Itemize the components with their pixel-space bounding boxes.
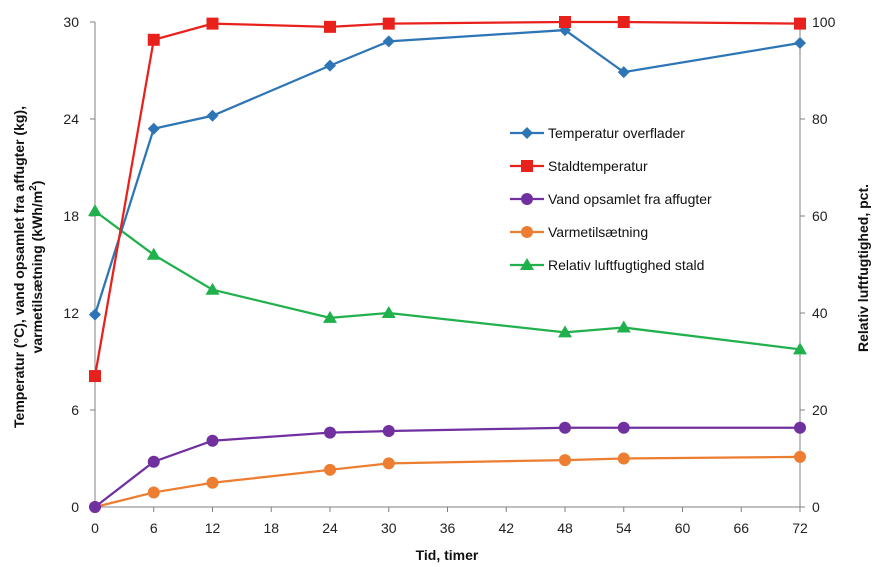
legend-item: Vand opsamlet fra affugter (510, 191, 712, 207)
data-point (206, 434, 219, 447)
x-tick-label: 18 (263, 520, 279, 536)
y-left-title-line1: Temperatur (°C), vand opsamlet fra affug… (11, 106, 27, 428)
data-point (794, 421, 806, 434)
data-point (206, 109, 219, 122)
legend-marker (520, 258, 534, 270)
data-point (324, 426, 336, 439)
x-tick-label: 0 (91, 520, 99, 536)
data-point (616, 320, 631, 333)
x-tick-label: 42 (498, 520, 514, 536)
data-point (323, 310, 337, 323)
x-tick-label: 36 (440, 520, 456, 536)
legend-marker (521, 193, 533, 205)
series-line (93, 28, 801, 315)
y-left-tick-label: 18 (63, 208, 79, 224)
x-axis-title: Tid, timer (416, 547, 479, 563)
data-point (147, 33, 160, 46)
data-point (382, 17, 395, 30)
legend-item: Varmetilsætning (510, 224, 648, 240)
legend: Temperatur overflader Staldtemperatur Vand… (510, 125, 712, 273)
data-point (794, 37, 806, 50)
y-left-title-line2: varmetilsætning (kWh/m2) (28, 181, 45, 354)
data-point (617, 452, 630, 465)
y-left-tick-label: 6 (71, 402, 79, 418)
series-varmetils-tning (89, 450, 806, 513)
svg-text:Relativ luftfugtighed, pct.: Relativ luftfugtighed, pct. (855, 184, 871, 352)
data-point (147, 122, 160, 135)
series-line (93, 20, 801, 377)
data-point (205, 282, 220, 295)
data-point (324, 20, 336, 33)
legend-marker (521, 127, 533, 139)
data-point (89, 501, 101, 513)
data-point (617, 66, 630, 79)
series-staldtemperatur (89, 16, 806, 383)
x-tick-label: 30 (381, 520, 397, 536)
x-tick-label: 48 (557, 520, 573, 536)
x-tick-label: 66 (733, 520, 749, 536)
data-point (147, 455, 160, 468)
legend-item: Relativ luftfugtighed stald (510, 257, 704, 273)
y-right-tick-label: 20 (812, 402, 828, 418)
y-right-axis-title: Relativ luftfugtighed, pct. (855, 184, 871, 352)
y-left-axis-title: Temperatur (°C), vand opsamlet fra affug… (11, 106, 45, 428)
series-vand-opsamlet-fra-affugter (89, 421, 806, 513)
legend-label: Temperatur overflader (548, 125, 685, 141)
data-point (146, 247, 161, 260)
series-temperatur-overflader (89, 24, 806, 321)
data-point (381, 306, 396, 318)
data-point (382, 457, 395, 470)
data-point (794, 450, 806, 463)
data-point (382, 425, 395, 438)
data-point (617, 16, 630, 28)
data-point (147, 486, 160, 499)
legend-label: Relativ luftfugtighed stald (548, 257, 704, 273)
legend-label: Vand opsamlet fra affugter (548, 191, 712, 207)
data-point (617, 421, 630, 434)
data-point (558, 325, 572, 338)
y-left-tick-label: 24 (63, 111, 79, 127)
data-point (559, 16, 571, 28)
legend-item: Temperatur overflader (510, 125, 685, 141)
y-right-tick-label: 40 (812, 305, 828, 321)
data-point (89, 370, 101, 383)
series-line (94, 426, 800, 508)
data-point (559, 421, 571, 434)
y-right-tick-label: 60 (812, 208, 828, 224)
x-tick-label: 24 (322, 520, 338, 536)
data-point (382, 35, 395, 48)
series-line (94, 455, 801, 509)
x-tick-label: 54 (616, 520, 632, 536)
x-tick-label: 60 (675, 520, 691, 536)
y-left-tick-label: 12 (63, 305, 79, 321)
data-point (794, 17, 806, 30)
data-point (88, 204, 102, 217)
data-point (89, 308, 101, 321)
legend-marker (521, 226, 533, 238)
y-left-tick-label: 30 (63, 14, 79, 30)
y-right-tick-label: 0 (812, 499, 820, 515)
legend-item: Staldtemperatur (510, 158, 648, 174)
x-tick-label: 72 (792, 520, 808, 536)
y-right-tick-label: 80 (812, 111, 828, 127)
x-tick-label: 12 (205, 520, 221, 536)
data-point (206, 17, 219, 30)
ticks: 0 6 12 18 24 30 36 42 48 54 60 66 720612182430020406… (63, 14, 835, 536)
x-tick-label: 6 (150, 520, 158, 536)
data-point (324, 59, 336, 72)
series-relativ-luftfugtighed-stald (88, 204, 807, 355)
data-point (559, 454, 571, 467)
data-point (206, 476, 219, 489)
y-right-tick-label: 100 (812, 14, 836, 30)
data-point (324, 463, 336, 476)
data-point (793, 342, 807, 355)
legend-label: Varmetilsætning (548, 224, 648, 240)
legend-marker (521, 160, 533, 172)
series-line (94, 210, 801, 351)
y-left-tick-label: 0 (71, 499, 79, 515)
legend-label: Staldtemperatur (548, 158, 648, 174)
series-group (88, 16, 807, 513)
